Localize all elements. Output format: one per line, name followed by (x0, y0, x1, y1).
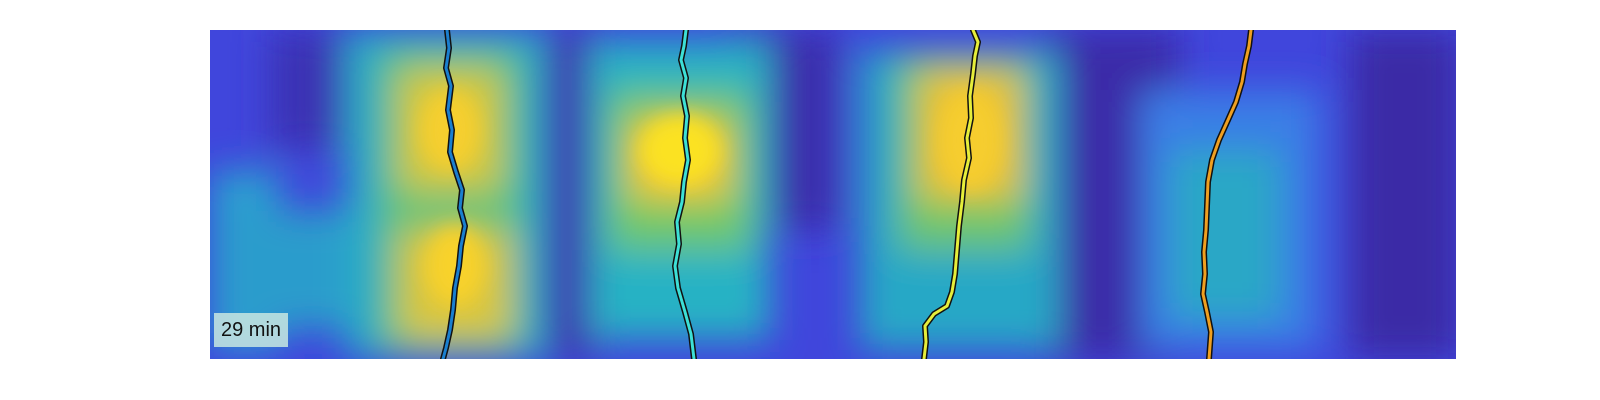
track-2 (673, 30, 696, 359)
kymograph-image (210, 30, 1456, 359)
track-4 (1201, 30, 1253, 359)
kymograph-panel: 29 min (210, 30, 1456, 359)
track-3 (922, 30, 980, 359)
time-label: 29 min (214, 313, 289, 347)
track-1 (441, 30, 467, 359)
